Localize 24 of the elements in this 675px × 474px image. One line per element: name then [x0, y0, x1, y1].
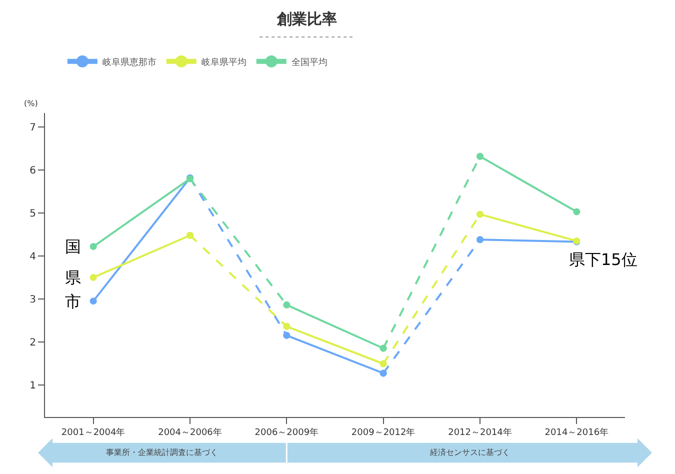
annotation: 市	[65, 292, 81, 311]
x-tick-label: 2012～2014年	[448, 426, 512, 438]
y-tick-label: 7	[30, 122, 36, 134]
y-tick-label: 6	[30, 166, 36, 177]
y-tick-label: 1	[30, 380, 36, 392]
y-axis-title: (%)	[24, 99, 38, 108]
annotation: 県下15位	[569, 250, 638, 269]
legend-label: 岐阜県平均	[201, 56, 246, 68]
legend-label: 全国平均	[291, 56, 328, 68]
legend-label: 岐阜県恵那市	[102, 56, 156, 68]
annotation: 県	[65, 268, 81, 287]
y-tick-label: 3	[30, 294, 36, 306]
x-tick-label: 2004～2006年	[158, 426, 222, 438]
y-tick-label: 5	[30, 208, 36, 220]
y-tick-label: 4	[30, 251, 36, 262]
x-tick-label: 2009～2012年	[351, 426, 416, 438]
annotation: 国	[65, 237, 81, 256]
chart-title: 創業比率	[276, 10, 337, 28]
text: 事業所・企業統計調査に基づく	[106, 448, 218, 457]
y-tick-label: 2	[30, 337, 36, 348]
x-tick-label: 2006～2009年	[254, 426, 319, 438]
text: 経済センサスに基づく	[429, 448, 510, 457]
x-tick-label: 2001～2004年	[61, 426, 126, 438]
x-tick-label: 2014～2016年	[544, 426, 609, 438]
